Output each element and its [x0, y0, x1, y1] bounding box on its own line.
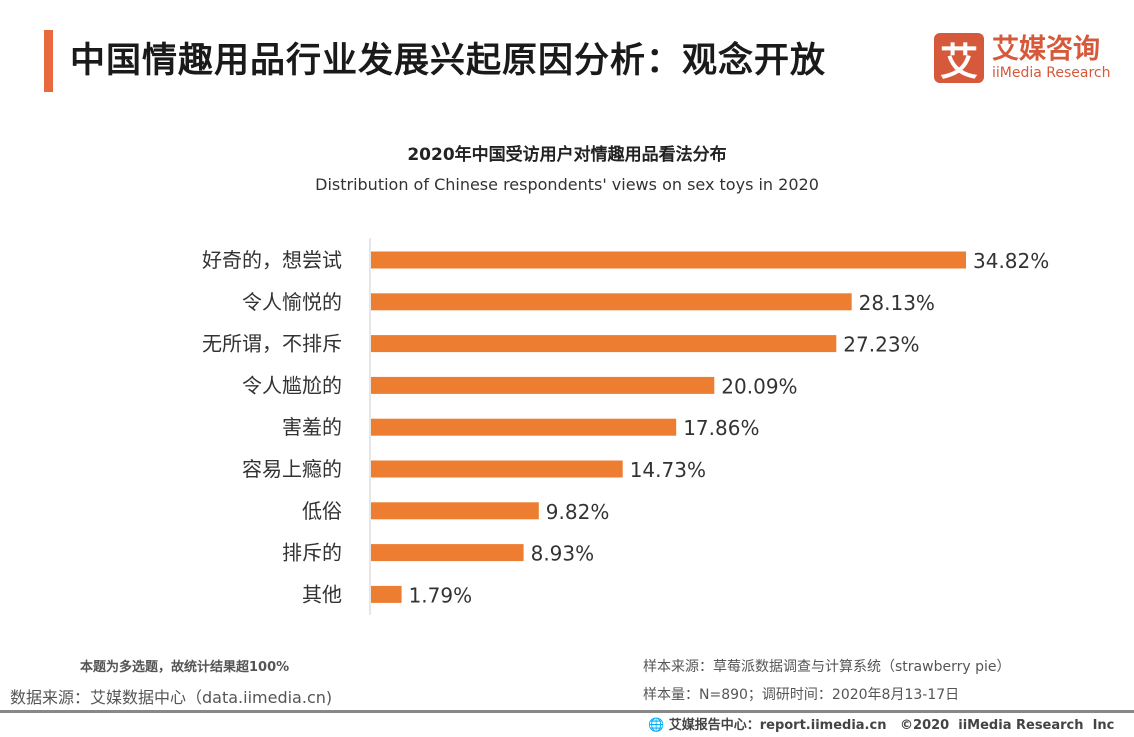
category-label: 容易上瘾的: [242, 457, 342, 481]
category-label: 令人尴尬的: [242, 373, 342, 397]
bar: [371, 335, 837, 353]
copyright-text: 艾媒报告中心：report.iimedia.cn ©2020 iiMedia R…: [668, 718, 1115, 733]
data-label: 14.73%: [630, 458, 706, 482]
chart-subtitle: Distribution of Chinese respondents' vie…: [315, 175, 819, 194]
category-label: 无所谓，不排斥: [202, 332, 342, 356]
bar: [371, 502, 539, 520]
logo-mark: 艾: [934, 33, 984, 84]
data-label: 28.13%: [859, 291, 935, 315]
data-label: 27.23%: [843, 333, 919, 357]
data-label: 1.79%: [409, 583, 473, 607]
category-label: 令人愉悦的: [242, 290, 342, 314]
logo: 艾 艾媒咨询 iiMedia Research: [934, 33, 1111, 84]
data-label: 8.93%: [531, 542, 595, 566]
data-label: 9.82%: [546, 500, 610, 524]
category-label: 排斥的: [282, 541, 342, 565]
bar: [371, 460, 623, 478]
data-source: 数据来源：艾媒数据中心（data.iimedia.cn): [10, 688, 333, 707]
footer-divider: [0, 710, 1134, 713]
category-label: 害羞的: [282, 415, 342, 439]
bar: [371, 293, 852, 311]
category-label: 低俗: [302, 499, 342, 523]
sample-source: 样本来源：草莓派数据调查与计算系统（strawberry pie）: [643, 659, 1011, 675]
sample-info: 样本量：N=890；调研时间：2020年8月13-17日: [643, 687, 960, 703]
copyright: 🌐 艾媒报告中心：report.iimedia.cn ©2020 iiMedia…: [648, 714, 1114, 733]
logo-en: iiMedia Research: [992, 65, 1111, 81]
category-label: 其他: [302, 582, 342, 606]
category-label: 好奇的，想尝试: [202, 248, 342, 272]
globe-icon: 🌐: [648, 718, 665, 733]
bar: [371, 251, 966, 269]
bar: [371, 418, 677, 436]
page-title: 中国情趣用品行业发展兴起原因分析：观念开放: [70, 41, 827, 81]
bar: [371, 585, 402, 603]
data-label: 34.82%: [973, 249, 1049, 273]
bar: [371, 544, 524, 562]
bar: [371, 376, 715, 394]
data-label: 17.86%: [683, 416, 759, 440]
chart-title: 2020年中国受访用户对情趣用品看法分布: [407, 145, 727, 165]
data-label: 20.09%: [721, 374, 797, 398]
title-accent-bar: [44, 30, 53, 92]
logo-cn: 艾媒咨询: [992, 34, 1100, 65]
note: 本题为多选题，故统计结果超100%: [80, 660, 290, 675]
